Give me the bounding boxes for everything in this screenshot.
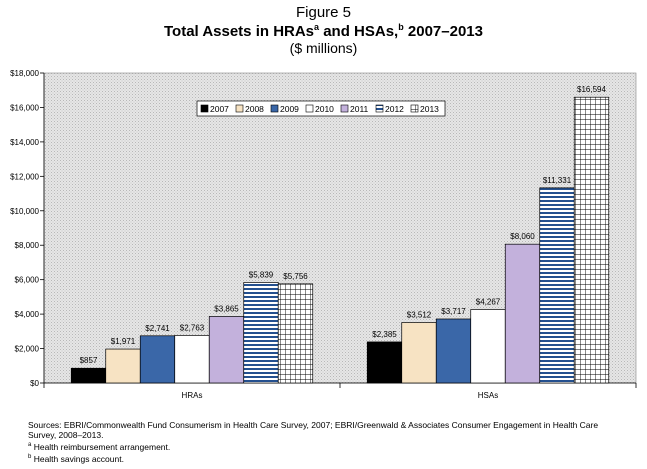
legend-label-2012: 2012 [385,104,404,114]
legend-swatch-2012 [375,104,384,113]
bar-2011-HSAs [504,243,541,384]
y-tick-label: $8,000 [15,241,40,250]
bar-2009-HSAs [435,318,472,384]
bar-2008-HRAs [105,348,141,384]
figure-label: Figure 5 [295,4,352,21]
legend-swatch-2009 [270,104,279,113]
data-label: $3,717 [441,307,466,316]
footnote-a-marker: a [28,442,32,448]
bar-2010-HSAs [470,309,506,384]
y-tick-label: $12,000 [10,172,39,181]
bar-2012-HSAs [539,187,575,384]
bar-2013-HRAs [277,283,314,384]
data-label: $1,971 [111,337,136,346]
chart-notes: Sources: EBRI/Commonwealth Fund Consumer… [28,420,628,464]
chart-title: Total Assets in HRAsa and HSAs,b 2007–20… [0,22,647,40]
data-label: $5,839 [249,270,274,279]
y-tick-label: $10,000 [10,207,39,216]
y-tick-label: $4,000 [15,310,40,319]
title-footnote-a: a [314,22,320,32]
y-tick-label: $2,000 [15,345,40,354]
footnote-a-text: Health reimbursement arrangement. [31,441,171,452]
data-label: $3,865 [214,304,239,313]
legend-swatch-2007 [200,104,209,113]
y-tick-label: $0 [30,379,39,388]
legend-label-2011: 2011 [350,104,369,114]
y-tick-label: $14,000 [10,138,39,147]
title-text-2: and HSAs, [319,23,399,40]
data-label: $16,594 [577,85,606,94]
footnote-b: b Health savings account. [28,452,628,464]
bar-chart: $0 $2,000 $4,000 $6,000 $8,000 $10,000 $12,000… [10,69,637,400]
legend-label-2008: 2008 [245,104,264,114]
data-label: $2,763 [180,323,205,332]
title-text-1: Total Assets in HRAs [164,23,315,40]
legend-swatch-2011 [340,104,349,113]
data-label: $3,512 [407,311,432,320]
bar-2010-HRAs [174,335,210,384]
plot-area: $0 $2,000 $4,000 $6,000 $8,000 $10,000 $12,000… [10,69,637,400]
title-footnote-b: b [398,22,404,32]
legend-label-2007: 2007 [210,104,229,114]
data-label: $4,267 [476,298,501,307]
data-label: $8,060 [510,232,535,241]
y-tick-label: $16,000 [10,103,39,112]
x-tick-label: HRAs [182,391,203,400]
legend-label-2013: 2013 [420,104,439,114]
legend-swatch-2010 [305,104,314,113]
chart-subtitle: ($ millions) [289,40,358,56]
data-label: $2,741 [145,324,170,333]
footnote-b-marker: b [28,453,32,460]
bar-2007-HRAs [70,367,107,384]
legend-label-2010: 2010 [315,104,334,114]
sources-note: Sources: EBRI/Commonwealth Fund Consumer… [28,420,599,440]
data-label: $11,331 [543,176,572,185]
bar-2007-HSAs [366,341,403,384]
y-tick-label: $18,000 [10,69,39,78]
data-label: $857 [80,356,98,365]
footnote-a: a Health reimbursement arrangement. [28,440,628,452]
legend-label-2009: 2009 [280,104,299,114]
legend-swatch-2013 [410,104,419,113]
y-tick-label: $6,000 [15,276,40,285]
bar-2009-HRAs [139,335,176,384]
data-label: $2,385 [372,330,397,339]
data-label: $5,756 [283,272,308,281]
bar-2008-HSAs [401,322,437,384]
bar-2011-HRAs [208,316,245,384]
x-tick-label: HSAs [478,391,498,400]
bar-2012-HRAs [243,282,279,384]
legend-swatch-2008 [235,104,244,113]
footnote-b-text: Health savings account. [31,453,124,464]
title-text-3: 2007–2013 [403,23,483,40]
bar-2013-HSAs [573,96,610,384]
